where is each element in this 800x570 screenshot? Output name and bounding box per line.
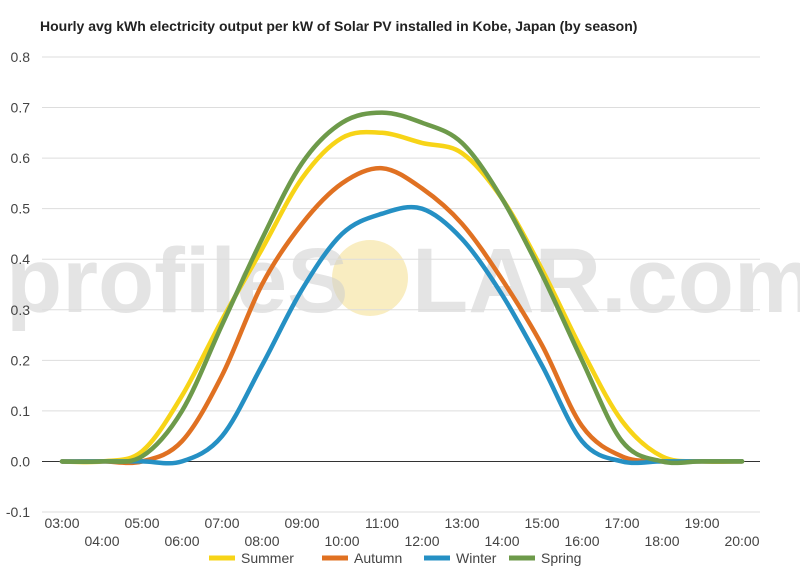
x-tick-label: 09:00 — [284, 515, 319, 531]
legend-item-winter: Winter — [424, 550, 497, 566]
y-tick-label: 0.4 — [11, 251, 31, 267]
x-tick-label: 12:00 — [404, 533, 439, 549]
series-line-spring — [59, 110, 745, 466]
y-tick-label: 0.7 — [11, 100, 31, 116]
y-tick-label: 0.3 — [11, 302, 31, 318]
series-lines — [59, 110, 745, 466]
x-tick-label: 17:00 — [604, 515, 639, 531]
x-tick-label: 04:00 — [84, 533, 119, 549]
legend-label: Autumn — [354, 550, 402, 566]
watermark-text-left: profileS — [6, 230, 348, 332]
y-tick-label: 0.2 — [11, 352, 31, 368]
x-tick-label: 18:00 — [644, 533, 679, 549]
y-tick-label: 0.0 — [11, 453, 31, 469]
legend-label: Summer — [241, 550, 294, 566]
y-tick-label: 0.8 — [11, 49, 31, 65]
x-tick-label: 20:00 — [724, 533, 759, 549]
x-tick-label: 16:00 — [564, 533, 599, 549]
x-axis: 03:00 04:00 05:00 06:00 07:00 08:00 09:00 10:00… — [44, 515, 759, 549]
series-line-autumn — [59, 165, 745, 466]
legend-label: Spring — [541, 550, 581, 566]
y-tick-label: -0.1 — [6, 504, 30, 520]
watermark-text-right: LAR.com — [412, 230, 800, 332]
x-tick-label: 03:00 — [44, 515, 79, 531]
legend-item-summer: Summer — [209, 550, 294, 566]
x-tick-label: 06:00 — [164, 533, 199, 549]
series-line-winter — [59, 204, 745, 466]
y-axis: -0.1 0.0 0.1 0.2 0.3 0.4 0.5 0.6 0.7 0.8 — [6, 49, 30, 520]
x-tick-label: 05:00 — [124, 515, 159, 531]
x-tick-label: 10:00 — [324, 533, 359, 549]
x-tick-label: 13:00 — [444, 515, 479, 531]
x-tick-label: 07:00 — [204, 515, 239, 531]
x-tick-label: 11:00 — [365, 515, 399, 531]
chart-title: Hourly avg kWh electricity output per kW… — [40, 18, 638, 34]
legend-item-spring: Spring — [509, 550, 581, 566]
legend: Summer Autumn Winter Spring — [209, 550, 581, 566]
legend-item-autumn: Autumn — [322, 550, 402, 566]
x-tick-label: 08:00 — [244, 533, 279, 549]
legend-label: Winter — [456, 550, 497, 566]
watermark: profileS LAR.com — [6, 230, 800, 332]
y-tick-label: 0.6 — [11, 150, 31, 166]
series-line-summer — [59, 129, 745, 465]
x-tick-label: 19:00 — [684, 515, 719, 531]
x-tick-label: 14:00 — [484, 533, 519, 549]
y-tick-label: 0.5 — [11, 201, 31, 217]
y-tick-label: 0.1 — [11, 403, 31, 419]
x-tick-label: 15:00 — [524, 515, 559, 531]
